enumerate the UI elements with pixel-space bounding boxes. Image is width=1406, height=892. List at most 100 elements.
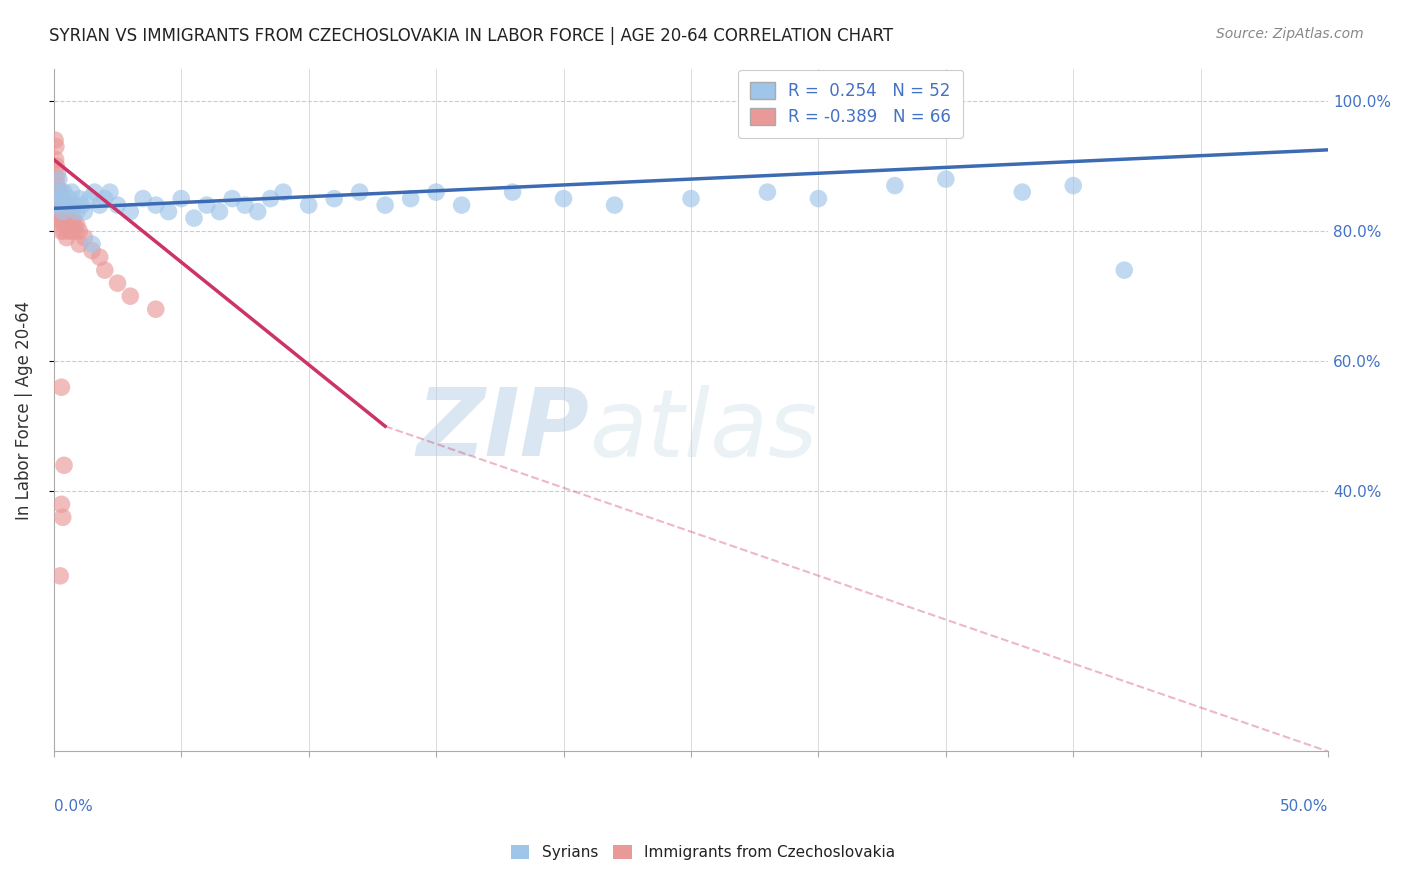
Point: [45, 139, 67, 153]
Point: [183, 211, 205, 226]
Point: [45, 185, 67, 199]
Text: ZIP: ZIP: [416, 384, 589, 476]
Point: [399, 192, 422, 206]
Point: [221, 192, 243, 206]
Point: [883, 178, 905, 193]
Point: [46, 192, 69, 206]
Point: [259, 192, 281, 206]
Point: [51, 224, 73, 238]
Text: Source: ZipAtlas.com: Source: ZipAtlas.com: [1216, 27, 1364, 41]
Point: [271, 185, 294, 199]
Point: [89, 250, 111, 264]
Point: [502, 185, 524, 199]
Point: [53, 458, 76, 473]
Point: [46, 185, 69, 199]
Point: [52, 204, 75, 219]
Point: [935, 172, 957, 186]
Point: [51, 211, 73, 226]
Point: [450, 198, 472, 212]
Point: [49, 569, 72, 583]
Point: [107, 276, 129, 290]
Text: atlas: atlas: [589, 385, 817, 476]
Point: [70, 198, 93, 212]
Point: [98, 185, 121, 199]
Point: [51, 198, 73, 212]
Point: [46, 198, 69, 212]
Point: [132, 192, 155, 206]
Point: [1114, 263, 1136, 277]
Point: [48, 204, 70, 219]
Point: [59, 218, 82, 232]
Point: [66, 204, 89, 219]
Point: [679, 192, 702, 206]
Point: [53, 198, 76, 212]
Point: [603, 198, 626, 212]
Point: [323, 192, 346, 206]
Point: [45, 153, 67, 167]
Point: [49, 204, 72, 219]
Point: [89, 198, 111, 212]
Point: [374, 198, 396, 212]
Point: [45, 185, 67, 199]
Point: [58, 192, 80, 206]
Point: [48, 211, 70, 226]
Point: [55, 211, 77, 226]
Point: [53, 218, 76, 232]
Point: [94, 263, 117, 277]
Point: [48, 198, 70, 212]
Point: [51, 192, 73, 206]
Point: [45, 172, 67, 186]
Point: [49, 198, 72, 212]
Point: [63, 218, 86, 232]
Point: [52, 204, 75, 219]
Point: [49, 211, 72, 226]
Point: [63, 198, 86, 212]
Point: [48, 185, 70, 199]
Point: [48, 192, 70, 206]
Point: [55, 198, 77, 212]
Point: [756, 185, 779, 199]
Text: SYRIAN VS IMMIGRANTS FROM CZECHOSLOVAKIA IN LABOR FORCE | AGE 20-64 CORRELATION : SYRIAN VS IMMIGRANTS FROM CZECHOSLOVAKIA…: [49, 27, 893, 45]
Point: [120, 289, 142, 303]
Point: [45, 159, 67, 173]
Point: [51, 380, 73, 394]
Point: [425, 185, 447, 199]
Point: [51, 211, 73, 226]
Point: [73, 204, 96, 219]
Point: [107, 198, 129, 212]
Point: [53, 211, 76, 226]
Point: [60, 224, 83, 238]
Text: 50.0%: 50.0%: [1279, 799, 1329, 814]
Point: [67, 224, 90, 238]
Point: [52, 218, 75, 232]
Point: [94, 192, 117, 206]
Point: [349, 185, 371, 199]
Point: [208, 204, 231, 219]
Point: [246, 204, 269, 219]
Point: [233, 198, 256, 212]
Point: [157, 204, 180, 219]
Point: [195, 198, 218, 212]
Point: [55, 230, 77, 244]
Point: [62, 211, 84, 226]
Point: [46, 204, 69, 219]
Point: [53, 185, 76, 199]
Point: [56, 204, 79, 219]
Point: [120, 204, 142, 219]
Point: [66, 218, 89, 232]
Text: 0.0%: 0.0%: [53, 799, 93, 814]
Y-axis label: In Labor Force | Age 20-64: In Labor Force | Age 20-64: [15, 301, 32, 519]
Point: [65, 224, 87, 238]
Point: [80, 237, 103, 252]
Point: [45, 178, 67, 193]
Point: [48, 204, 70, 219]
Point: [60, 204, 83, 219]
Point: [46, 198, 69, 212]
Point: [80, 244, 103, 258]
Legend: Syrians, Immigrants from Czechoslovakia: Syrians, Immigrants from Czechoslovakia: [505, 839, 901, 866]
Point: [55, 198, 77, 212]
Point: [1011, 185, 1033, 199]
Point: [145, 198, 167, 212]
Point: [51, 185, 73, 199]
Point: [807, 192, 830, 206]
